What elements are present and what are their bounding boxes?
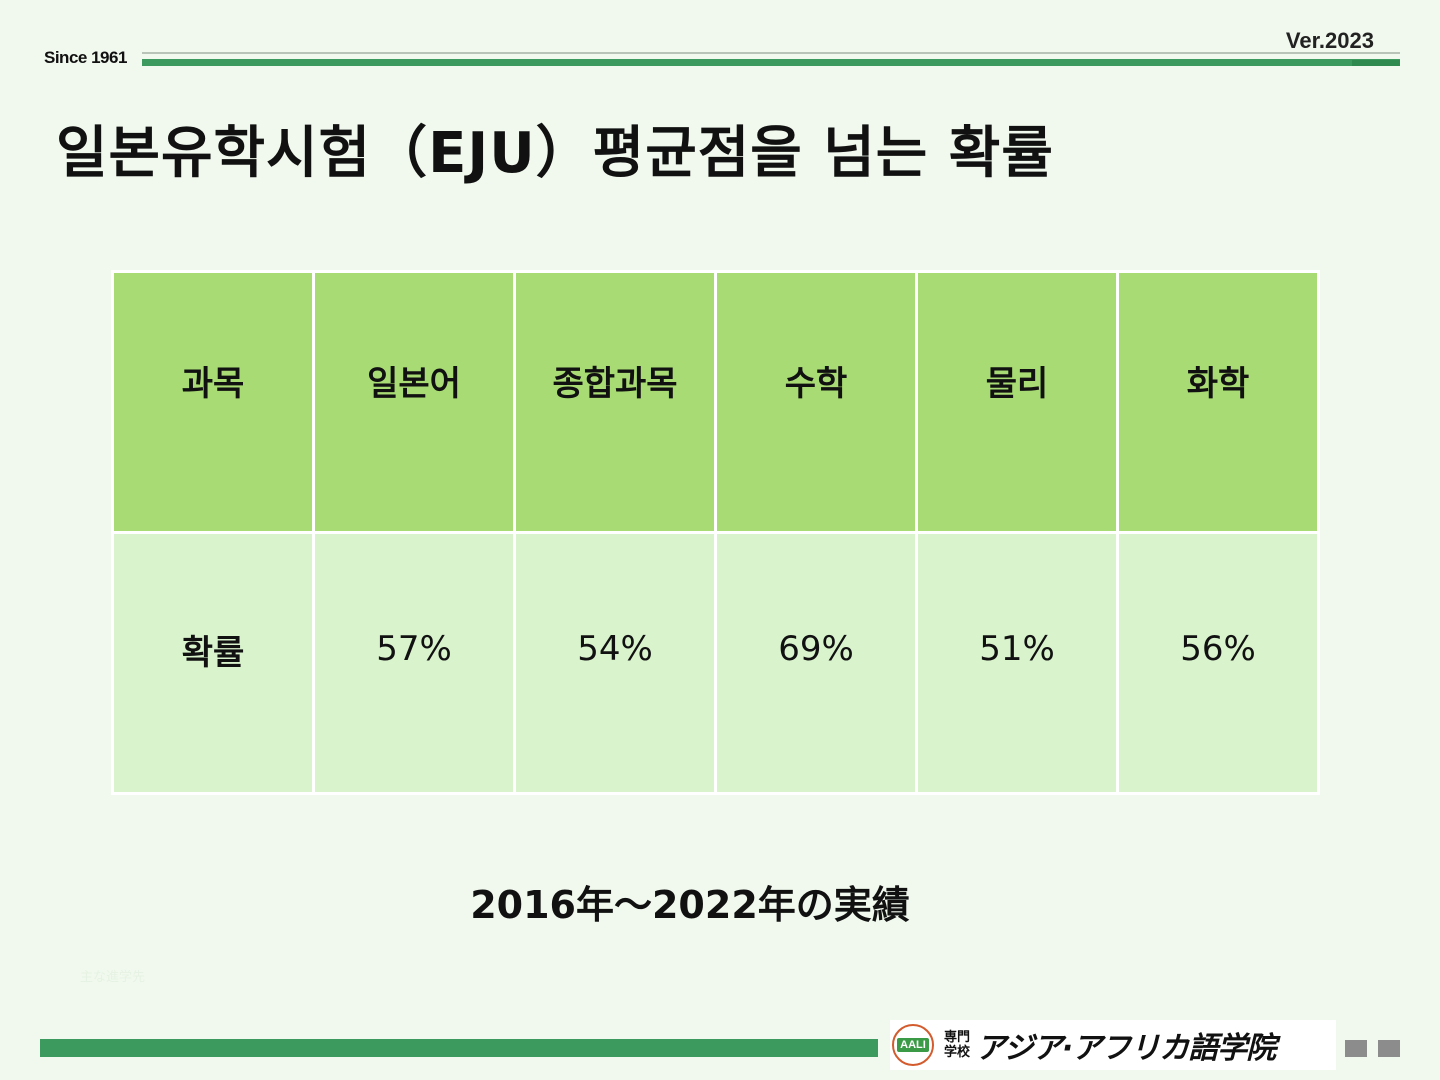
- page-title: 일본유학시험（EJU）평균점을 넘는 확률: [56, 121, 1054, 186]
- value-japanese: 57%: [376, 629, 452, 669]
- header-label-general: 종합과목: [552, 363, 678, 404]
- table-header-cell: 일본어: [312, 270, 516, 534]
- row-label-probability: 확률: [181, 632, 245, 673]
- table-row: 확률 57% 54% 69% 51% 56%: [111, 531, 1320, 795]
- header-label-chemistry: 화학: [1186, 363, 1250, 404]
- faint-caption: 主な進学先: [80, 970, 146, 985]
- table-cell: 57%: [312, 531, 516, 795]
- header-rule-accent: [1352, 60, 1400, 66]
- eju-probability-table: 과목 일본어 종합과목 수학 물리 화학 확률 57% 54% 69% 51% …: [111, 270, 1320, 795]
- table-cell: 확률: [111, 531, 315, 795]
- header-label-math: 수학: [784, 363, 848, 404]
- table-header-cell: 과목: [111, 270, 315, 534]
- table-header-row: 과목 일본어 종합과목 수학 물리 화학: [111, 270, 1320, 534]
- since-label: Since 1961: [44, 48, 127, 67]
- school-emblem-icon: AALI: [892, 1024, 934, 1066]
- header-rule-thin: [142, 52, 1400, 54]
- table-cell: 56%: [1116, 531, 1320, 795]
- table-header-cell: 화학: [1116, 270, 1320, 534]
- header-rule-thick: [142, 59, 1400, 66]
- school-name: アジア·アフリカ語学院: [976, 1031, 1276, 1066]
- senmon-label: 専門 学校: [944, 1030, 970, 1060]
- senmon-top: 専門: [944, 1030, 971, 1045]
- senmon-bottom: 学校: [944, 1045, 971, 1060]
- table-cell: 51%: [915, 531, 1119, 795]
- emblem-text: AALI: [897, 1038, 929, 1052]
- version-label: Ver.2023: [1285, 28, 1374, 53]
- table-cell: 69%: [714, 531, 918, 795]
- header-label-subject: 과목: [181, 363, 245, 404]
- value-physics: 51%: [979, 629, 1055, 669]
- footer-square: [1345, 1040, 1367, 1057]
- header-label-physics: 물리: [985, 363, 1049, 404]
- table-header-cell: 종합과목: [513, 270, 717, 534]
- school-logo: AALI 専門 学校 アジア·アフリカ語学院: [890, 1020, 1336, 1070]
- value-chemistry: 56%: [1180, 629, 1256, 669]
- period-caption: 2016年〜2022年の実績: [470, 883, 910, 927]
- table-header-cell: 수학: [714, 270, 918, 534]
- footer-bar: [40, 1039, 878, 1057]
- table-header-cell: 물리: [915, 270, 1119, 534]
- value-general: 54%: [577, 629, 653, 669]
- header-label-japanese: 일본어: [367, 363, 461, 404]
- footer-square: [1378, 1040, 1400, 1057]
- table-cell: 54%: [513, 531, 717, 795]
- value-math: 69%: [778, 629, 854, 669]
